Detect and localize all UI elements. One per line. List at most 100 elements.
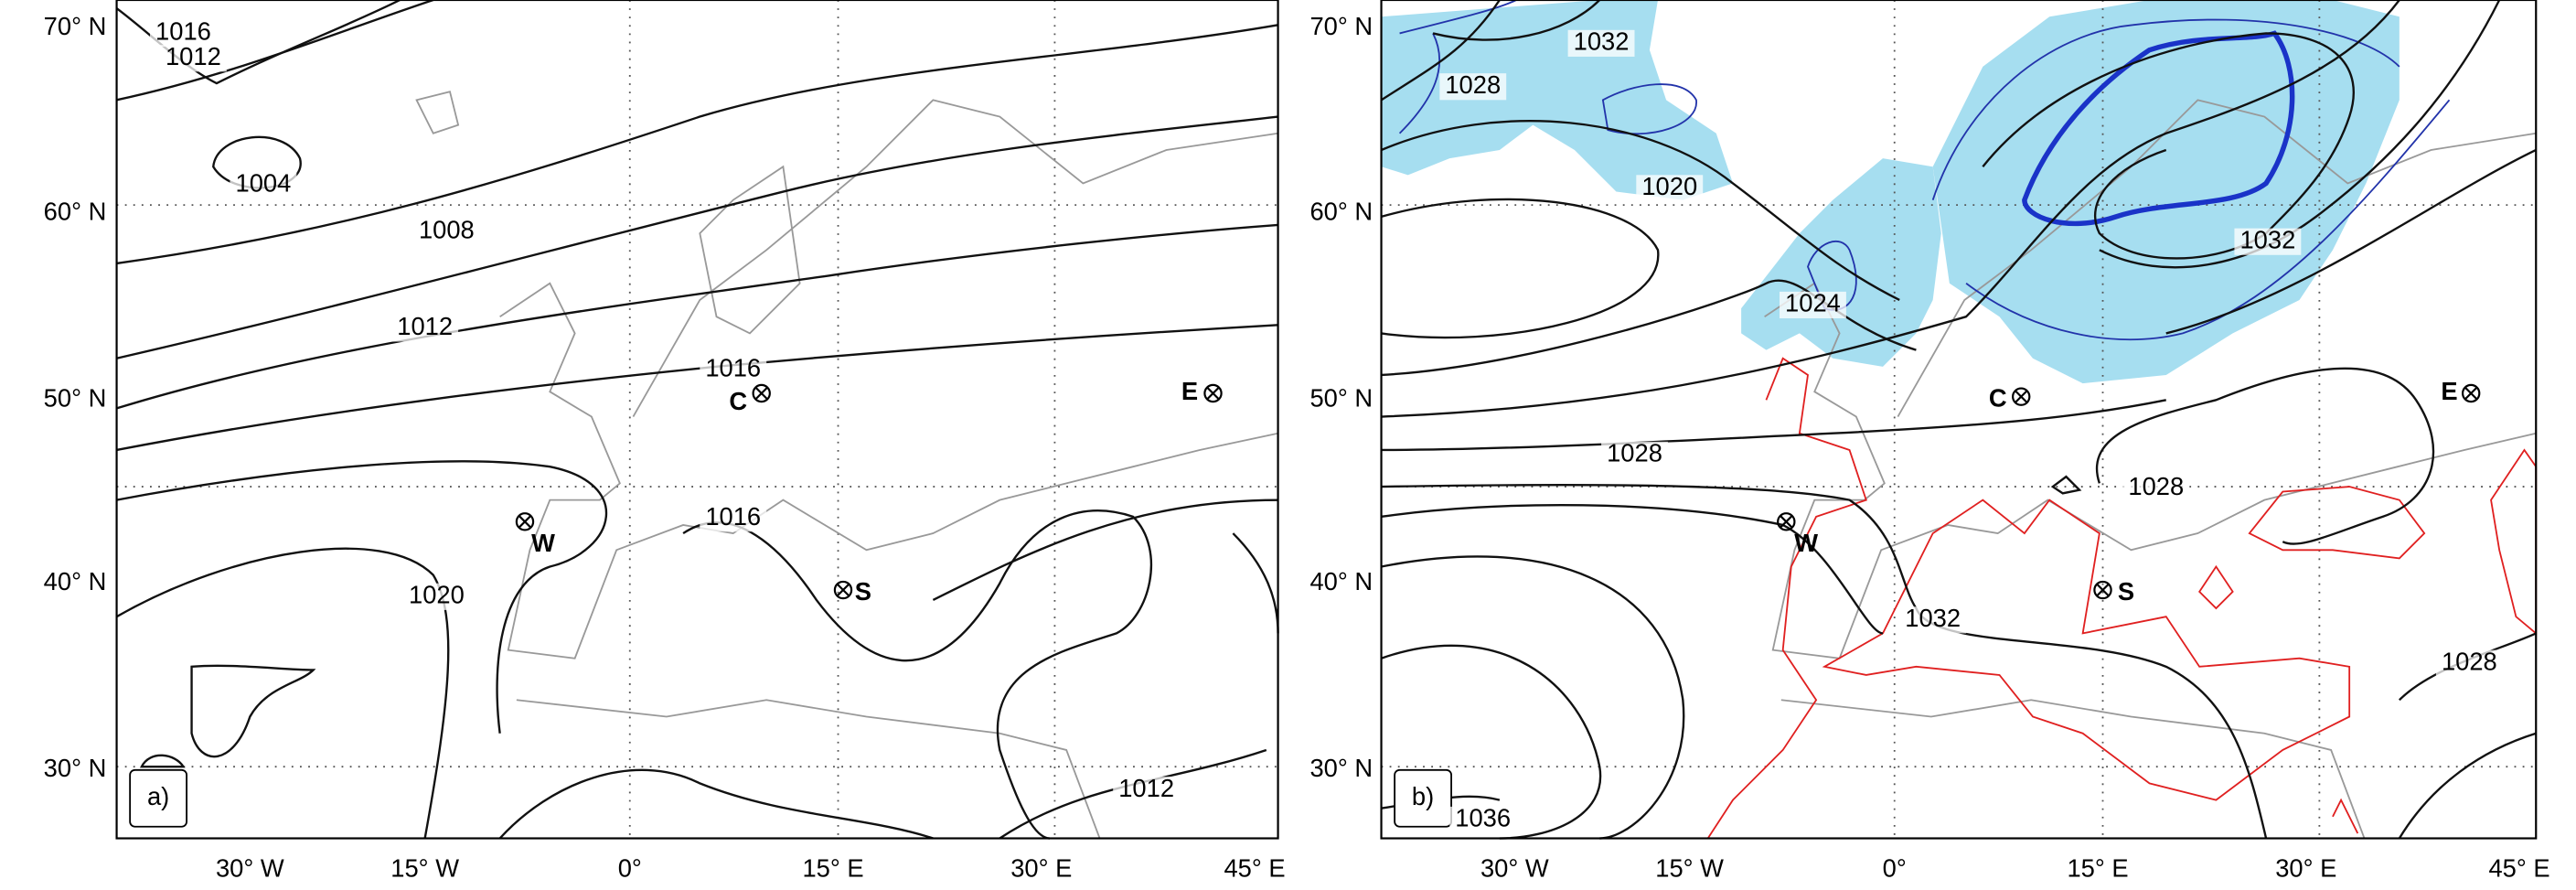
isobar <box>2096 367 2435 545</box>
longitude-label: 15° W <box>1655 853 1724 882</box>
contour-label: 1012 <box>1118 774 1174 802</box>
longitude-label: 30° E <box>1010 853 1072 882</box>
isobar <box>139 754 186 768</box>
contour-label: 1020 <box>409 581 465 609</box>
isobar <box>2099 0 2501 269</box>
contour-label-bg <box>1449 806 1517 834</box>
map-frame <box>1380 0 2538 840</box>
isobar <box>190 664 316 758</box>
contour-label-bg <box>2122 475 2190 502</box>
longitude-label: 45° E <box>1224 853 1285 882</box>
coastline <box>1780 699 2366 839</box>
grid <box>116 0 1278 839</box>
contour-label-bg <box>1780 291 1846 319</box>
contour-label: 1028 <box>2442 647 2497 675</box>
longitude-label: 15° E <box>802 853 863 882</box>
latitude-label: 30° N <box>1309 754 1373 782</box>
location-marker <box>752 383 771 403</box>
contour-label-bg <box>1601 441 1668 469</box>
latitude-label: 40° N <box>1309 567 1373 595</box>
location-label: S <box>855 577 871 606</box>
contour-label-bg <box>402 583 470 610</box>
shaded-area <box>1741 158 1941 367</box>
longitude-label: 30° W <box>216 853 284 882</box>
coastlines <box>415 91 1278 839</box>
contour-label-bg <box>1113 777 1181 804</box>
thin-blue-contours <box>1398 0 2451 341</box>
contour-label-bg <box>391 315 459 342</box>
isobars <box>115 0 1279 840</box>
contour-label-bg <box>700 356 767 384</box>
longitude-label: 15° E <box>2067 853 2128 882</box>
latitude-label: 50° N <box>1309 384 1373 413</box>
panel-label: b) <box>1412 782 1434 810</box>
latitude-label: 60° N <box>1309 197 1373 225</box>
contour-label-bg <box>230 171 297 198</box>
location-label: W <box>531 529 555 557</box>
contour-label: 1028 <box>1445 70 1501 99</box>
contour-label: 1036 <box>1455 804 1511 832</box>
contour-label-bg <box>1439 73 1507 101</box>
coastline <box>516 699 1101 839</box>
location-label: C <box>1989 384 2007 413</box>
panel-b <box>1380 0 2538 840</box>
longitude-label: 15° W <box>390 853 459 882</box>
location-marker-cross <box>2096 583 2110 597</box>
isobar <box>1381 555 1685 840</box>
contour-label-bg <box>2435 649 2503 677</box>
location-marker <box>515 512 535 531</box>
isobar <box>2050 475 2082 495</box>
location-marker-cross <box>754 386 768 401</box>
location-marker-cross <box>1206 386 1220 401</box>
isobar <box>116 24 1278 265</box>
contour-label: 1004 <box>236 168 292 197</box>
contour-label-bg <box>2234 228 2302 255</box>
coastline <box>699 165 801 335</box>
location-label: S <box>2118 577 2134 606</box>
isobar <box>2165 148 2537 335</box>
coastline <box>1764 282 2537 659</box>
isobar <box>116 0 434 102</box>
location-marker-cross <box>1780 515 1793 529</box>
isobar <box>682 509 1153 840</box>
coastlines <box>1764 99 2537 839</box>
longitude-label: 0° <box>1883 853 1907 882</box>
longitude-label: 0° <box>618 853 642 882</box>
location-marker-cross <box>2464 386 2478 401</box>
map-frame <box>115 0 1279 840</box>
isobar <box>1380 0 1501 102</box>
isobar <box>1432 0 1601 41</box>
contour-label-bg <box>412 218 480 245</box>
isobar <box>116 223 1278 410</box>
isobar <box>1381 120 1900 302</box>
contour-label-bg <box>1899 606 1967 634</box>
latitude-label: 70° N <box>1309 12 1373 40</box>
contour-label: 1012 <box>166 42 221 70</box>
location-marker <box>2461 383 2481 403</box>
contour-label: 1032 <box>1574 27 1630 56</box>
location-marker-cross <box>518 515 532 529</box>
isobars <box>1380 0 2537 840</box>
isobar <box>1381 198 1660 339</box>
blue-contour <box>1601 83 1697 135</box>
red-contours <box>1706 357 2538 840</box>
isobar <box>1381 483 2268 839</box>
contour-label: 1028 <box>1607 439 1662 467</box>
location-marker <box>2093 580 2112 600</box>
red-contour <box>2248 486 2426 560</box>
contour-label: 1020 <box>1641 172 1697 200</box>
location-label: E <box>1181 377 1198 405</box>
location-marker <box>1203 383 1223 403</box>
shaded-area <box>1932 0 2400 384</box>
contour-label: 1016 <box>155 17 211 46</box>
latitude-label: 50° N <box>44 384 107 413</box>
red-contour <box>2198 564 2359 834</box>
isobar <box>116 460 607 734</box>
latitude-label: 30° N <box>44 754 107 782</box>
isobar <box>1982 32 2355 260</box>
isobar <box>116 324 1278 452</box>
location-marker-cross <box>2015 390 2028 403</box>
red-contour <box>1706 357 1867 840</box>
